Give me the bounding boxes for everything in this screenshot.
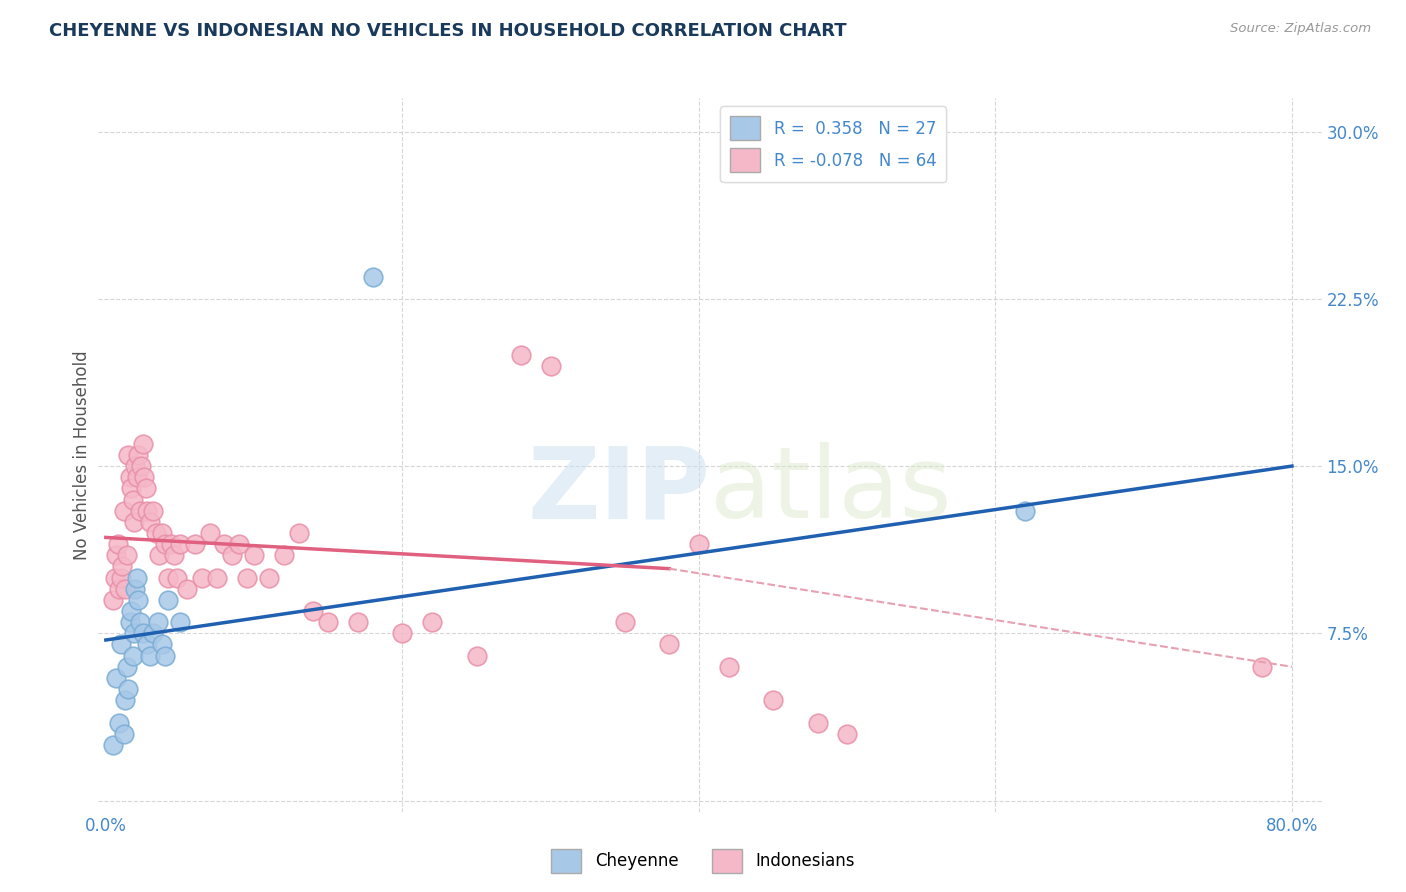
Point	[108, 715, 131, 730]
Point	[127, 448, 149, 462]
Point	[157, 592, 180, 607]
Point	[228, 537, 250, 551]
Point	[153, 648, 176, 663]
Point	[114, 693, 136, 707]
Point	[302, 604, 325, 618]
Point	[150, 526, 173, 541]
Point	[153, 537, 176, 551]
Point	[142, 503, 165, 517]
Point	[121, 492, 143, 507]
Point	[121, 648, 143, 663]
Point	[361, 269, 384, 284]
Point	[163, 548, 186, 563]
Point	[136, 637, 159, 651]
Point	[122, 515, 145, 529]
Point	[287, 526, 309, 541]
Point	[205, 571, 228, 585]
Point	[124, 458, 146, 473]
Point	[540, 359, 562, 373]
Point	[235, 571, 257, 585]
Point	[118, 615, 141, 630]
Point	[107, 537, 129, 551]
Point	[146, 615, 169, 630]
Point	[169, 537, 191, 551]
Point	[115, 548, 138, 563]
Point	[136, 503, 159, 517]
Point	[103, 592, 125, 607]
Point	[125, 470, 148, 484]
Point	[257, 571, 280, 585]
Point	[120, 604, 142, 618]
Point	[118, 470, 141, 484]
Point	[243, 548, 266, 563]
Point	[837, 726, 859, 740]
Point	[124, 582, 146, 596]
Point	[111, 559, 134, 574]
Point	[135, 481, 157, 495]
Point	[157, 571, 180, 585]
Legend: Cheyenne, Indonesians: Cheyenne, Indonesians	[544, 842, 862, 880]
Point	[762, 693, 785, 707]
Point	[104, 571, 127, 585]
Point	[127, 592, 149, 607]
Point	[142, 626, 165, 640]
Point	[510, 347, 533, 362]
Point	[110, 637, 132, 651]
Point	[273, 548, 295, 563]
Point	[115, 660, 138, 674]
Point	[125, 571, 148, 585]
Point	[198, 526, 221, 541]
Point	[112, 726, 135, 740]
Point	[420, 615, 443, 630]
Point	[117, 681, 139, 696]
Point	[1014, 503, 1036, 517]
Point	[806, 715, 828, 730]
Point	[191, 571, 214, 585]
Point	[169, 615, 191, 630]
Point	[129, 503, 152, 517]
Point	[184, 537, 207, 551]
Point	[658, 637, 681, 651]
Point	[148, 548, 170, 563]
Point	[316, 615, 339, 630]
Point	[139, 648, 162, 663]
Point	[117, 448, 139, 462]
Point	[391, 626, 413, 640]
Point	[122, 626, 145, 640]
Point	[114, 582, 136, 596]
Point	[176, 582, 198, 596]
Point	[132, 626, 155, 640]
Point	[1251, 660, 1274, 674]
Point	[105, 548, 128, 563]
Point	[139, 515, 162, 529]
Point	[613, 615, 636, 630]
Point	[166, 571, 188, 585]
Point	[103, 738, 125, 752]
Point	[134, 470, 156, 484]
Point	[688, 537, 710, 551]
Point	[131, 458, 153, 473]
Text: atlas: atlas	[710, 442, 952, 539]
Point	[150, 637, 173, 651]
Text: ZIP: ZIP	[527, 442, 710, 539]
Point	[214, 537, 236, 551]
Y-axis label: No Vehicles in Household: No Vehicles in Household	[73, 350, 91, 560]
Point	[717, 660, 740, 674]
Point	[105, 671, 128, 685]
Point	[110, 571, 132, 585]
Point	[129, 615, 152, 630]
Point	[120, 481, 142, 495]
Text: Source: ZipAtlas.com: Source: ZipAtlas.com	[1230, 22, 1371, 36]
Point	[465, 648, 488, 663]
Point	[108, 582, 131, 596]
Point	[347, 615, 370, 630]
Point	[221, 548, 243, 563]
Point	[132, 436, 155, 450]
Point	[145, 526, 167, 541]
Legend: R =  0.358   N = 27, R = -0.078   N = 64: R = 0.358 N = 27, R = -0.078 N = 64	[720, 106, 946, 182]
Text: CHEYENNE VS INDONESIAN NO VEHICLES IN HOUSEHOLD CORRELATION CHART: CHEYENNE VS INDONESIAN NO VEHICLES IN HO…	[49, 22, 846, 40]
Point	[160, 537, 183, 551]
Point	[112, 503, 135, 517]
